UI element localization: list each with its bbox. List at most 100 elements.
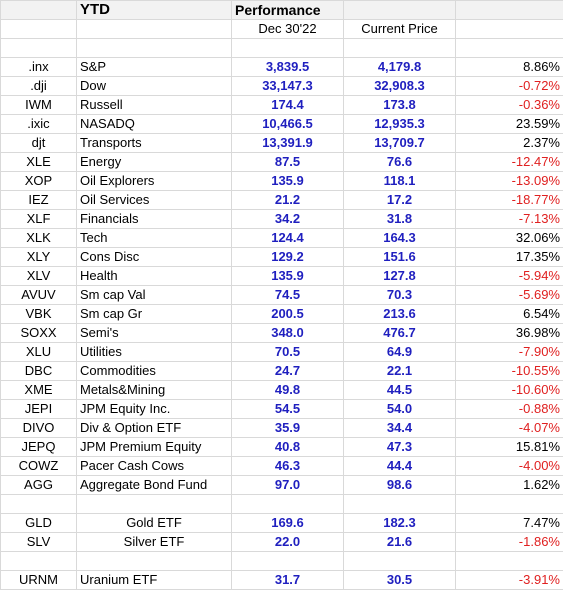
dec-price-cell[interactable]: 24.7 <box>231 361 344 381</box>
pct-change-cell[interactable]: -4.07% <box>455 418 563 438</box>
ticker-cell[interactable]: AVUV <box>0 285 77 305</box>
dec-price-cell[interactable]: 87.5 <box>231 152 344 172</box>
dec-price-cell[interactable]: 174.4 <box>231 95 344 115</box>
cell[interactable] <box>0 551 77 571</box>
current-price-cell[interactable]: 118.1 <box>343 171 456 191</box>
dec-price-cell[interactable]: 70.5 <box>231 342 344 362</box>
dec-price-cell[interactable]: 135.9 <box>231 171 344 191</box>
current-price-cell[interactable]: 34.4 <box>343 418 456 438</box>
ticker-cell[interactable]: XLF <box>0 209 77 229</box>
pct-change-cell[interactable]: -0.36% <box>455 95 563 115</box>
pct-change-cell[interactable]: 32.06% <box>455 228 563 248</box>
name-cell[interactable]: Pacer Cash Cows <box>76 456 232 476</box>
pct-change-cell[interactable]: -5.94% <box>455 266 563 286</box>
cell[interactable] <box>231 551 344 571</box>
name-cell[interactable]: Semi's <box>76 323 232 343</box>
cell[interactable] <box>343 494 456 514</box>
ticker-cell[interactable]: AGG <box>0 475 77 495</box>
dec-price-cell[interactable]: 3,839.5 <box>231 57 344 77</box>
pct-change-cell[interactable]: -5.69% <box>455 285 563 305</box>
current-price-cell[interactable]: 54.0 <box>343 399 456 419</box>
name-cell[interactable]: JPM Premium Equity <box>76 437 232 457</box>
current-price-cell[interactable]: 476.7 <box>343 323 456 343</box>
name-cell[interactable]: Commodities <box>76 361 232 381</box>
current-price-cell[interactable]: 44.5 <box>343 380 456 400</box>
pct-change-cell[interactable]: 17.35% <box>455 247 563 267</box>
pct-change-cell[interactable]: -4.00% <box>455 456 563 476</box>
current-price-cell[interactable]: 98.6 <box>343 475 456 495</box>
cell[interactable] <box>455 494 563 514</box>
ticker-cell[interactable]: IWM <box>0 95 77 115</box>
name-cell[interactable]: Transports <box>76 133 232 153</box>
current-price-cell[interactable]: 44.4 <box>343 456 456 476</box>
cell[interactable] <box>76 38 232 58</box>
ticker-cell[interactable]: XLK <box>0 228 77 248</box>
name-cell[interactable]: Aggregate Bond Fund <box>76 475 232 495</box>
ticker-cell[interactable]: JEPI <box>0 399 77 419</box>
cell[interactable] <box>0 19 77 39</box>
dec-price-cell[interactable]: 13,391.9 <box>231 133 344 153</box>
name-cell[interactable]: Dow <box>76 76 232 96</box>
ticker-cell[interactable]: VBK <box>0 304 77 324</box>
pct-change-cell[interactable]: -7.13% <box>455 209 563 229</box>
ytd-title[interactable]: YTD <box>76 0 232 20</box>
current-price-cell[interactable]: 127.8 <box>343 266 456 286</box>
pct-change-cell[interactable]: -0.88% <box>455 399 563 419</box>
ticker-cell[interactable]: SLV <box>0 532 77 552</box>
name-cell[interactable]: Oil Explorers <box>76 171 232 191</box>
name-cell[interactable]: Oil Services <box>76 190 232 210</box>
dec-price-cell[interactable]: 97.0 <box>231 475 344 495</box>
name-cell[interactable]: Metals&Mining <box>76 380 232 400</box>
cell[interactable] <box>0 38 77 58</box>
current-price-cell[interactable]: 64.9 <box>343 342 456 362</box>
ticker-cell[interactable]: XLV <box>0 266 77 286</box>
cell[interactable] <box>0 494 77 514</box>
current-price-cell[interactable]: 31.8 <box>343 209 456 229</box>
ticker-cell[interactable]: .ixic <box>0 114 77 134</box>
current-price-cell[interactable]: 32,908.3 <box>343 76 456 96</box>
performance-title[interactable]: Performance <box>231 0 344 20</box>
pct-change-cell[interactable]: -1.86% <box>455 532 563 552</box>
cell[interactable] <box>343 0 456 20</box>
ticker-cell[interactable]: DBC <box>0 361 77 381</box>
dec-price-cell[interactable]: 124.4 <box>231 228 344 248</box>
ticker-cell[interactable]: XME <box>0 380 77 400</box>
cell[interactable] <box>455 0 563 20</box>
ticker-cell[interactable]: URNM <box>0 570 77 590</box>
name-cell[interactable]: Tech <box>76 228 232 248</box>
name-cell[interactable]: Health <box>76 266 232 286</box>
dec-price-cell[interactable]: 22.0 <box>231 532 344 552</box>
ticker-cell[interactable]: XLE <box>0 152 77 172</box>
pct-change-cell[interactable]: -12.47% <box>455 152 563 172</box>
name-cell[interactable]: Utilities <box>76 342 232 362</box>
current-price-cell[interactable]: 13,709.7 <box>343 133 456 153</box>
current-price-cell[interactable]: 76.6 <box>343 152 456 172</box>
current-price-cell[interactable]: 173.8 <box>343 95 456 115</box>
dec-price-cell[interactable]: 54.5 <box>231 399 344 419</box>
pct-change-cell[interactable]: 6.54% <box>455 304 563 324</box>
name-cell[interactable]: NASADQ <box>76 114 232 134</box>
ticker-cell[interactable]: .dji <box>0 76 77 96</box>
dec-price-cell[interactable]: 169.6 <box>231 513 344 533</box>
dec-price-cell[interactable]: 35.9 <box>231 418 344 438</box>
pct-change-cell[interactable]: -18.77% <box>455 190 563 210</box>
dec-price-cell[interactable]: 348.0 <box>231 323 344 343</box>
ticker-cell[interactable]: DIVO <box>0 418 77 438</box>
cell[interactable] <box>455 19 563 39</box>
dec-price-cell[interactable]: 33,147.3 <box>231 76 344 96</box>
current-price-cell[interactable]: 182.3 <box>343 513 456 533</box>
current-price-cell[interactable]: 4,179.8 <box>343 57 456 77</box>
cell[interactable] <box>76 551 232 571</box>
ticker-cell[interactable]: .inx <box>0 57 77 77</box>
pct-change-cell[interactable]: 23.59% <box>455 114 563 134</box>
current-price-cell[interactable]: 164.3 <box>343 228 456 248</box>
cell[interactable] <box>76 494 232 514</box>
dec-price-cell[interactable]: 21.2 <box>231 190 344 210</box>
current-price-cell[interactable]: 21.6 <box>343 532 456 552</box>
ticker-cell[interactable]: djt <box>0 133 77 153</box>
pct-change-cell[interactable]: 7.47% <box>455 513 563 533</box>
cell[interactable] <box>343 38 456 58</box>
cell[interactable] <box>455 551 563 571</box>
name-cell[interactable]: Russell <box>76 95 232 115</box>
current-price-cell[interactable]: 12,935.3 <box>343 114 456 134</box>
